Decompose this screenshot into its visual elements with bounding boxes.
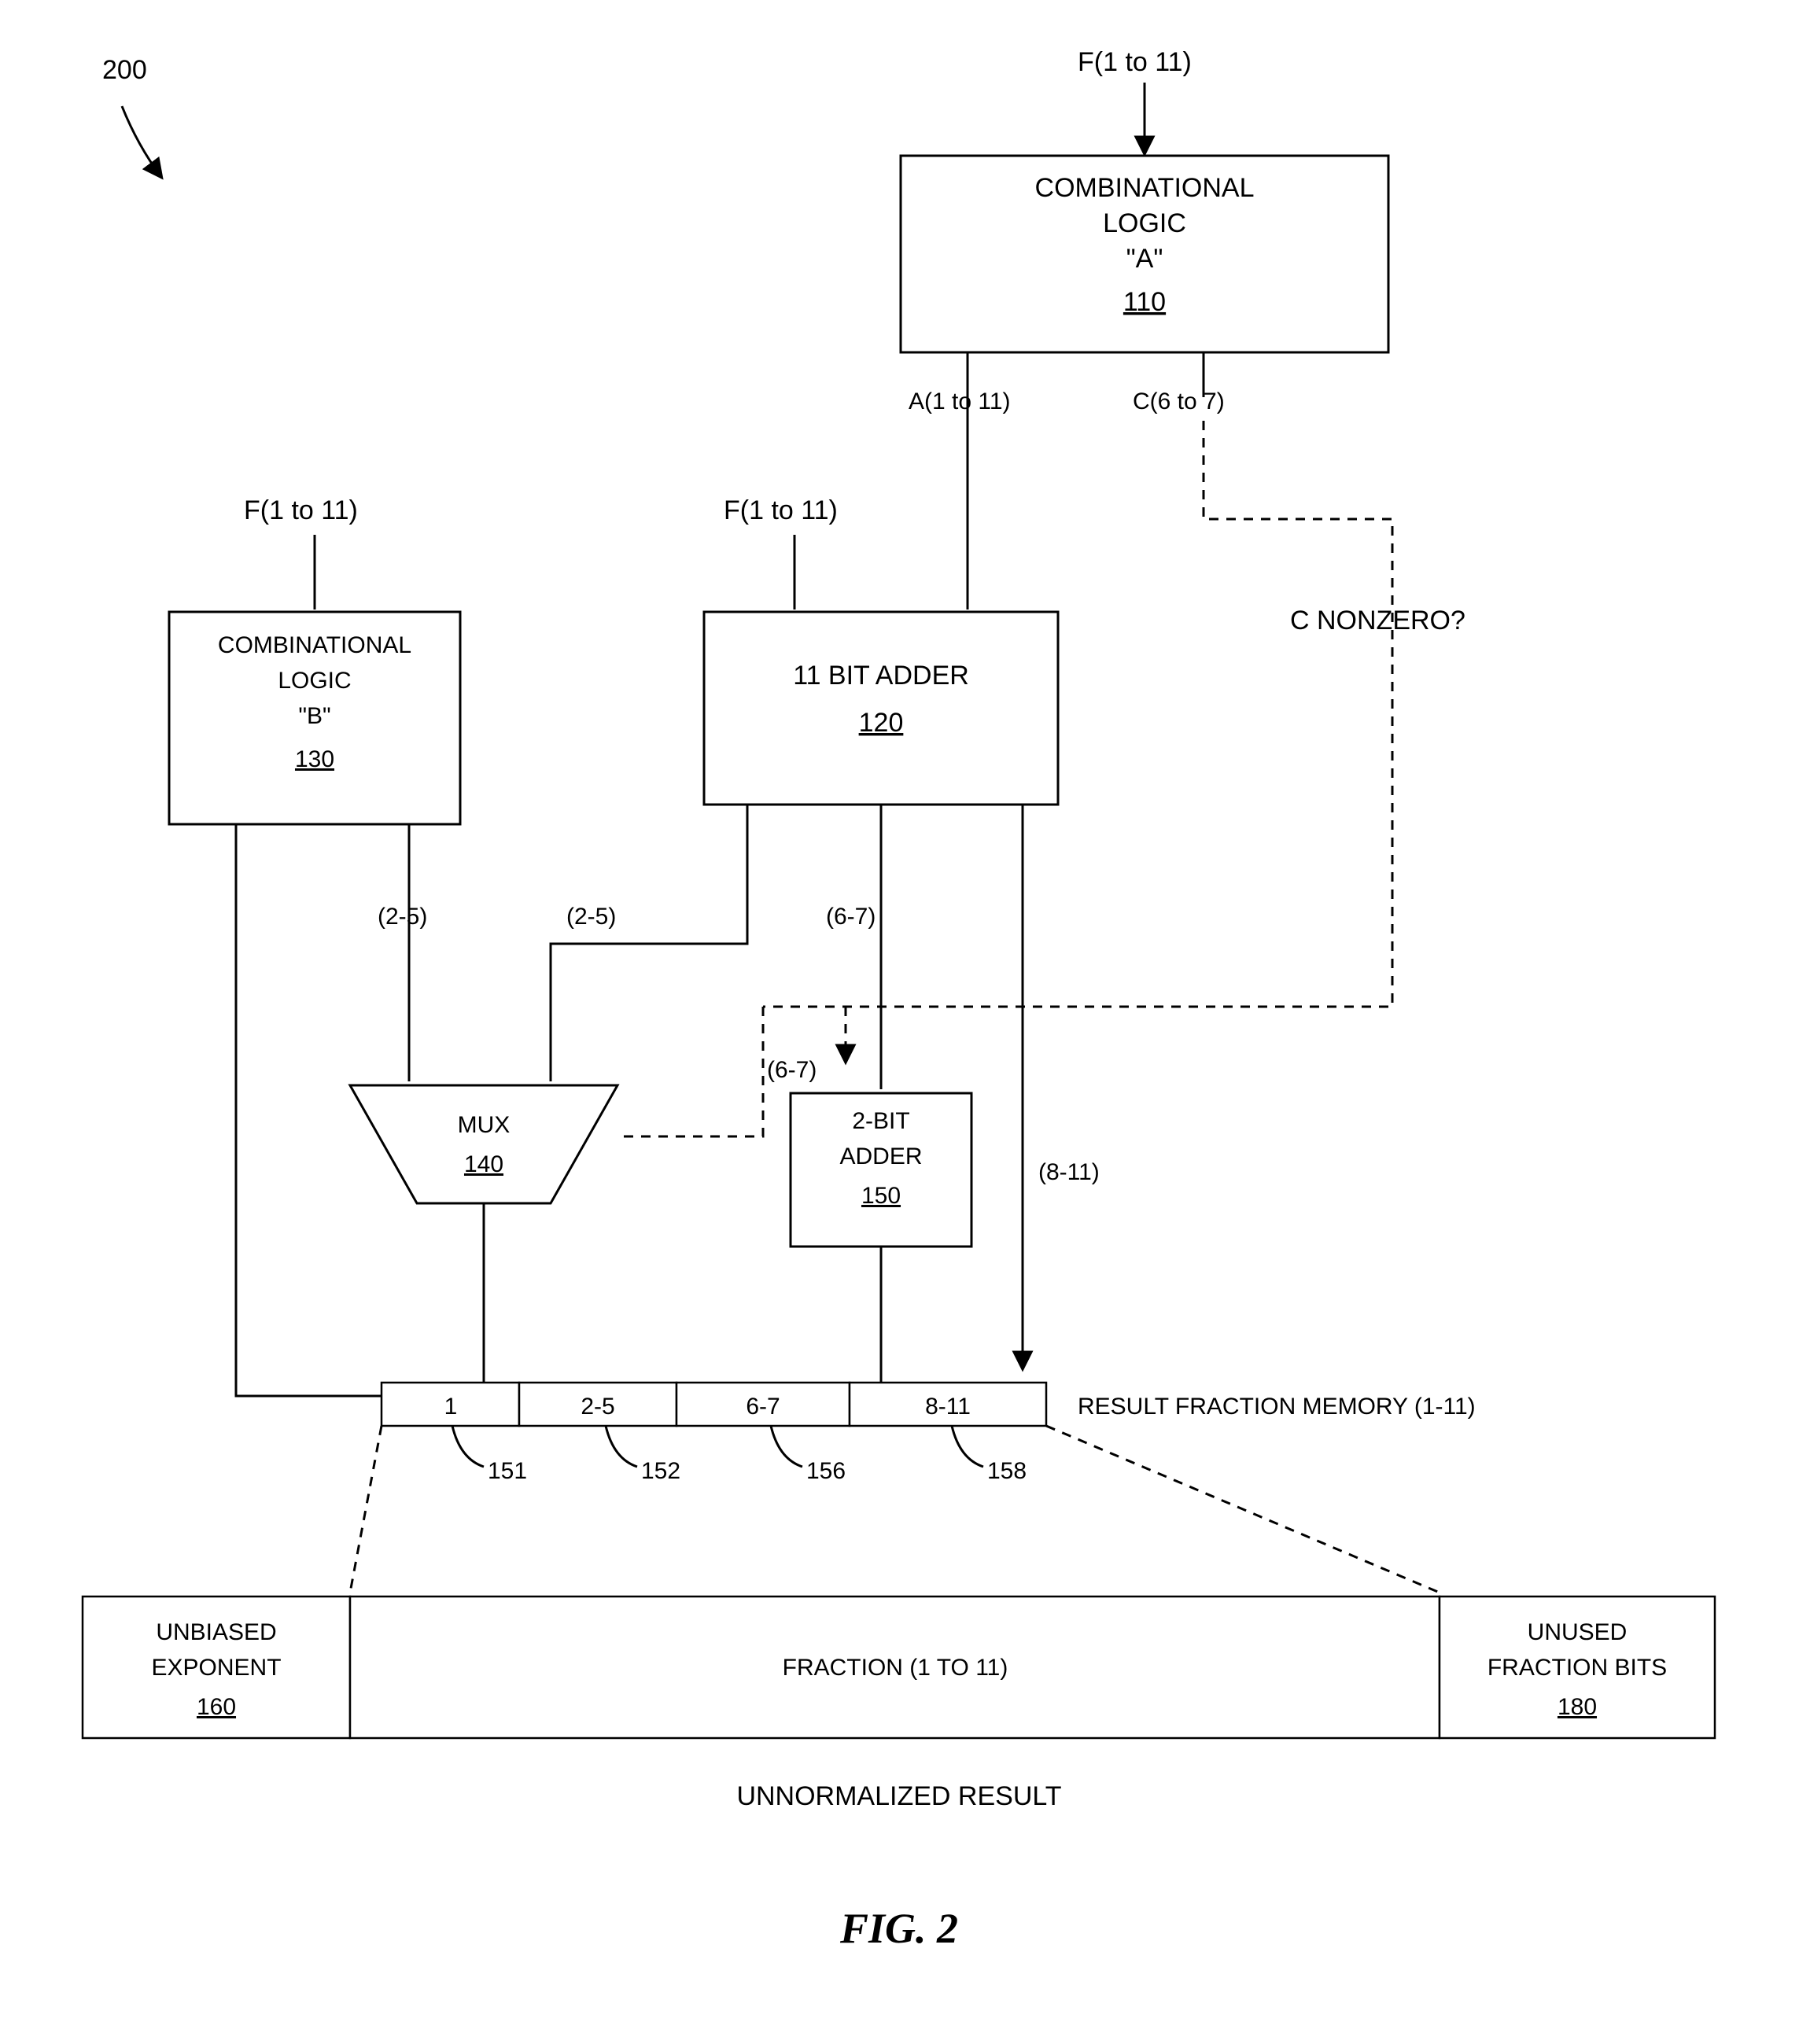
mem-cell-811-txt: 8-11 xyxy=(925,1394,971,1420)
proj-right xyxy=(1046,1426,1440,1593)
result-bar: UNBIASED EXPONENT 160 FRACTION (1 TO 11)… xyxy=(83,1597,1715,1738)
mem-label: RESULT FRACTION MEMORY (1-11) xyxy=(1078,1394,1476,1420)
ptr-156 xyxy=(771,1426,802,1467)
logic-b-l2: LOGIC xyxy=(278,668,351,694)
ref-151: 151 xyxy=(488,1458,527,1484)
mux-l1: MUX xyxy=(458,1112,511,1138)
ptr-158 xyxy=(952,1426,983,1467)
label-a-out: A(1 to 11) xyxy=(909,389,1011,414)
res-frac-l1: FRACTION (1 TO 11) xyxy=(783,1655,1008,1681)
logic-b-l3: "B" xyxy=(298,703,330,729)
logic-a-ref: 110 xyxy=(1123,287,1166,317)
adder11-l1: 11 BIT ADDER xyxy=(793,661,969,691)
ref-156: 156 xyxy=(806,1458,846,1484)
label-adder-input: F(1 to 11) xyxy=(724,495,838,525)
ptr-152 xyxy=(606,1426,637,1467)
figure-title: FIG. 2 xyxy=(839,1905,958,1952)
caption: UNNORMALIZED RESULT xyxy=(736,1781,1061,1811)
diagram-root: 200 F(1 to 11) COMBINATIONAL LOGIC "A" 1… xyxy=(0,0,1799,2044)
mem-cell-25-txt: 2-5 xyxy=(581,1394,614,1420)
label-top-input: F(1 to 11) xyxy=(1078,47,1192,77)
mem-cell-67-txt: 6-7 xyxy=(746,1394,780,1420)
adder2-l2: ADDER xyxy=(839,1144,922,1169)
res-exp-l2: EXPONENT xyxy=(151,1655,281,1681)
logic-a-l1: COMBINATIONAL xyxy=(1035,173,1255,203)
label-b-input: F(1 to 11) xyxy=(244,495,358,525)
mem-cell-1-txt: 1 xyxy=(444,1394,458,1420)
res-un-ref: 180 xyxy=(1558,1694,1597,1720)
label-b25: (2-5) xyxy=(378,904,427,930)
ref-158: 158 xyxy=(987,1458,1027,1484)
adder11-ref: 120 xyxy=(859,708,904,738)
line-add-25 xyxy=(551,805,747,1081)
mux-ref: 140 xyxy=(464,1151,503,1177)
label-add67: (6-7) xyxy=(826,904,876,930)
res-un-l1: UNUSED xyxy=(1528,1619,1628,1645)
dashed-c-to-mux xyxy=(617,1007,763,1136)
logic-a-l2: LOGIC xyxy=(1103,208,1186,238)
ptr-151 xyxy=(452,1426,484,1467)
label-mux67: (6-7) xyxy=(767,1057,817,1083)
label-add811: (8-11) xyxy=(1038,1159,1100,1185)
proj-left xyxy=(350,1426,382,1593)
adder2-ref: 150 xyxy=(861,1183,901,1209)
result-memory: 1 2-5 6-7 8-11 xyxy=(382,1383,1046,1426)
ref-152: 152 xyxy=(641,1458,680,1484)
figure-id-arrow xyxy=(122,106,161,177)
label-add25: (2-5) xyxy=(566,904,616,930)
res-exp-ref: 160 xyxy=(197,1694,236,1720)
res-exp-l1: UNBIASED xyxy=(156,1619,276,1645)
label-c-out: C(6 to 7) xyxy=(1133,389,1225,414)
adder2-l1: 2-BIT xyxy=(852,1108,909,1134)
logic-a-l3: "A" xyxy=(1126,244,1163,274)
box-mux xyxy=(350,1085,617,1203)
logic-b-ref: 130 xyxy=(295,746,334,772)
label-c-nonzero: C NONZERO? xyxy=(1290,606,1465,635)
logic-b-l1: COMBINATIONAL xyxy=(218,632,411,658)
hook-bit1 xyxy=(236,1380,382,1396)
figure-id: 200 xyxy=(102,55,147,85)
res-un-l2: FRACTION BITS xyxy=(1487,1655,1667,1681)
